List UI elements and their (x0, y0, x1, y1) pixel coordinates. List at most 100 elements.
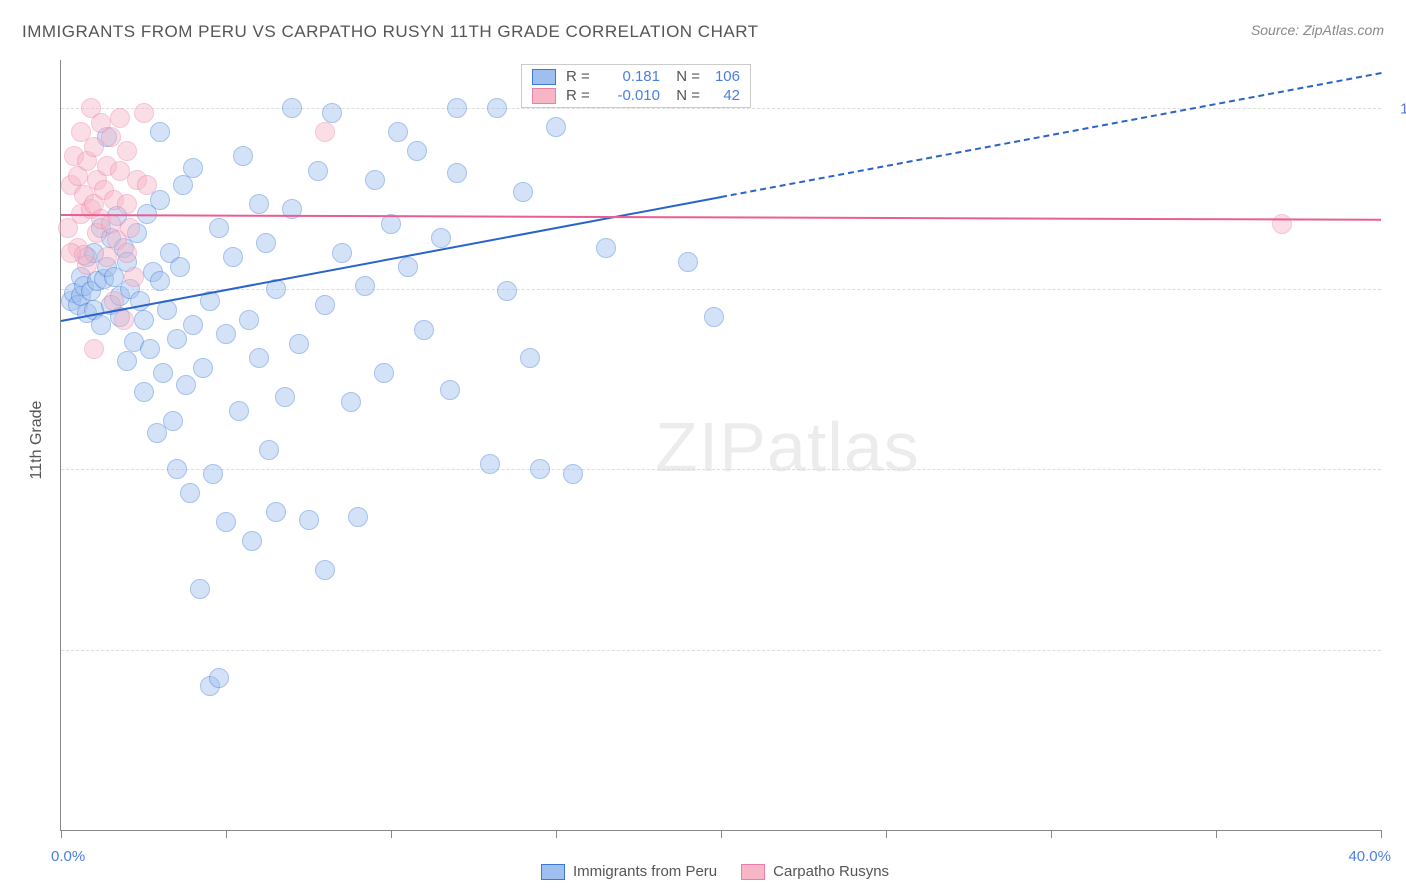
scatter-point (134, 103, 154, 123)
scatter-point (308, 161, 328, 181)
scatter-point (183, 315, 203, 335)
scatter-point (1272, 214, 1292, 234)
scatter-point (117, 141, 137, 161)
trend-line (721, 72, 1381, 198)
scatter-point (414, 320, 434, 340)
x-tick (721, 830, 722, 838)
x-tick (886, 830, 887, 838)
scatter-point (153, 363, 173, 383)
scatter-point (110, 108, 130, 128)
scatter-point (180, 483, 200, 503)
scatter-point (124, 267, 144, 287)
scatter-point (398, 257, 418, 277)
x-tick (556, 830, 557, 838)
x-tick (1051, 830, 1052, 838)
legend-n-label: N = (660, 87, 700, 104)
scatter-point (134, 382, 154, 402)
scatter-point (596, 238, 616, 258)
x-tick (226, 830, 227, 838)
scatter-point (447, 163, 467, 183)
x-tick (1381, 830, 1382, 838)
legend-label: Immigrants from Peru (573, 863, 717, 880)
scatter-point (431, 228, 451, 248)
scatter-point (282, 98, 302, 118)
legend-label: Carpatho Rusyns (773, 863, 889, 880)
scatter-point (74, 245, 94, 265)
scatter-plot-area: ZIPatlas R =0.181N =106R =-0.010N =42 0.… (60, 60, 1381, 831)
scatter-point (183, 158, 203, 178)
y-tick-label: 92.5% (1391, 281, 1406, 298)
legend-n-label: N = (660, 68, 700, 85)
scatter-point (140, 339, 160, 359)
scatter-point (176, 375, 196, 395)
scatter-point (239, 310, 259, 330)
scatter-point (678, 252, 698, 272)
scatter-point (216, 512, 236, 532)
scatter-point (167, 329, 187, 349)
scatter-point (341, 392, 361, 412)
scatter-point (497, 281, 517, 301)
scatter-point (249, 348, 269, 368)
scatter-point (150, 122, 170, 142)
legend-n-value: 42 (700, 87, 740, 104)
scatter-point (209, 218, 229, 238)
legend-swatch (541, 864, 565, 880)
scatter-point (223, 247, 243, 267)
scatter-point (440, 380, 460, 400)
scatter-point (117, 243, 137, 263)
legend-r-label: R = (566, 87, 600, 104)
y-axis-title: 11th Grade (28, 401, 46, 480)
watermark: ZIPatlas (655, 407, 920, 487)
scatter-point (374, 363, 394, 383)
scatter-point (388, 122, 408, 142)
scatter-point (513, 182, 533, 202)
scatter-point (704, 307, 724, 327)
scatter-point (101, 127, 121, 147)
legend-row: R =-0.010N =42 (522, 86, 750, 105)
chart-title: IMMIGRANTS FROM PERU VS CARPATHO RUSYN 1… (22, 22, 759, 42)
gridline: 77.5% (61, 650, 1381, 651)
scatter-point (134, 310, 154, 330)
scatter-point (530, 459, 550, 479)
gridline: 85.0% (61, 469, 1381, 470)
scatter-point (216, 324, 236, 344)
scatter-point (170, 257, 190, 277)
gridline: 92.5% (61, 289, 1381, 290)
scatter-point (209, 668, 229, 688)
legend-r-value: 0.181 (600, 68, 660, 85)
scatter-point (114, 310, 134, 330)
scatter-point (299, 510, 319, 530)
legend-r-label: R = (566, 68, 600, 85)
scatter-point (332, 243, 352, 263)
scatter-point (137, 175, 157, 195)
scatter-point (242, 531, 262, 551)
scatter-point (163, 411, 183, 431)
scatter-point (167, 459, 187, 479)
scatter-point (289, 334, 309, 354)
scatter-point (117, 351, 137, 371)
scatter-point (259, 440, 279, 460)
scatter-point (117, 194, 137, 214)
scatter-point (447, 98, 467, 118)
y-tick-label: 100.0% (1391, 101, 1406, 118)
scatter-point (563, 464, 583, 484)
scatter-point (407, 141, 427, 161)
series-legend: Immigrants from Peru Carpatho Rusyns (0, 863, 1406, 880)
scatter-point (173, 175, 193, 195)
scatter-point (322, 103, 342, 123)
scatter-point (203, 464, 223, 484)
scatter-point (229, 401, 249, 421)
scatter-point (315, 295, 335, 315)
x-tick (1216, 830, 1217, 838)
legend-n-value: 106 (700, 68, 740, 85)
scatter-point (480, 454, 500, 474)
scatter-point (190, 579, 210, 599)
scatter-point (233, 146, 253, 166)
trend-line (61, 214, 1381, 221)
scatter-point (365, 170, 385, 190)
scatter-point (520, 348, 540, 368)
legend-r-value: -0.010 (600, 87, 660, 104)
scatter-point (348, 507, 368, 527)
scatter-point (150, 271, 170, 291)
source-attribution: Source: ZipAtlas.com (1251, 22, 1384, 38)
